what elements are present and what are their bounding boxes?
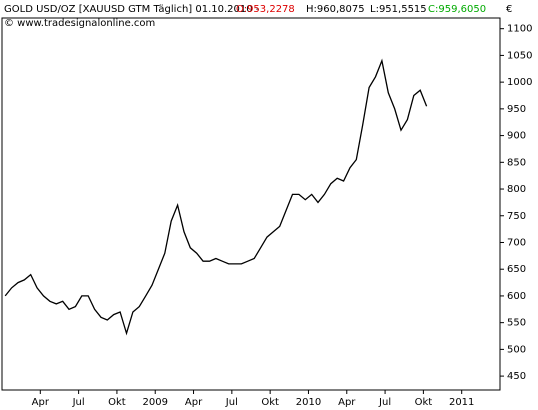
y-tick-label: 800 (507, 184, 526, 195)
y-tick-label: 600 (507, 291, 526, 302)
y-tick-label: 1000 (507, 77, 532, 88)
x-tick-label: Apr (32, 397, 50, 408)
y-tick-label: 850 (507, 157, 526, 168)
x-tick-label: 2011 (449, 397, 474, 408)
plot-frame (1, 17, 501, 391)
y-tick-label: 500 (507, 344, 526, 355)
y-tick-label: 900 (507, 131, 526, 142)
y-tick-label: 1050 (507, 50, 532, 61)
x-tick-label: Apr (185, 397, 203, 408)
x-tick-label: Okt (108, 397, 126, 408)
x-tick-label: 2009 (143, 397, 168, 408)
x-tick-label: 2010 (296, 397, 321, 408)
high-value: H:960,8075 (306, 4, 365, 15)
y-tick-label: 950 (507, 104, 526, 115)
open-value: O:953,2278 (236, 4, 295, 15)
copyright: © www.tradesignalonline.com (4, 18, 155, 29)
close-value: C:959,6050 (428, 4, 486, 15)
x-tick-label: Jul (225, 397, 238, 408)
x-tick-label: Jul (378, 397, 391, 408)
y-tick-label: 700 (507, 237, 526, 248)
price-line (4, 58, 428, 336)
y-tick-label: 1100 (507, 24, 532, 35)
x-tick-label: Okt (415, 397, 433, 408)
y-axis-label: € (506, 4, 512, 15)
x-tick-label: Jul (72, 397, 85, 408)
x-tick-label: Apr (338, 397, 356, 408)
low-value: L:951,5515 (370, 4, 427, 15)
y-tick-label: 750 (507, 211, 526, 222)
x-tick-label: Okt (261, 397, 279, 408)
y-tick-label: 450 (507, 371, 526, 382)
header-values: O:953,2278 H:960,8075 L:951,5515 C:959,6… (236, 4, 486, 15)
header-title: GOLD USD/OZ [XAUUSD GTM Täglich] 01.10.2… (4, 4, 260, 15)
y-tick-label: 650 (507, 264, 526, 275)
y-tick-label: 550 (507, 318, 526, 329)
